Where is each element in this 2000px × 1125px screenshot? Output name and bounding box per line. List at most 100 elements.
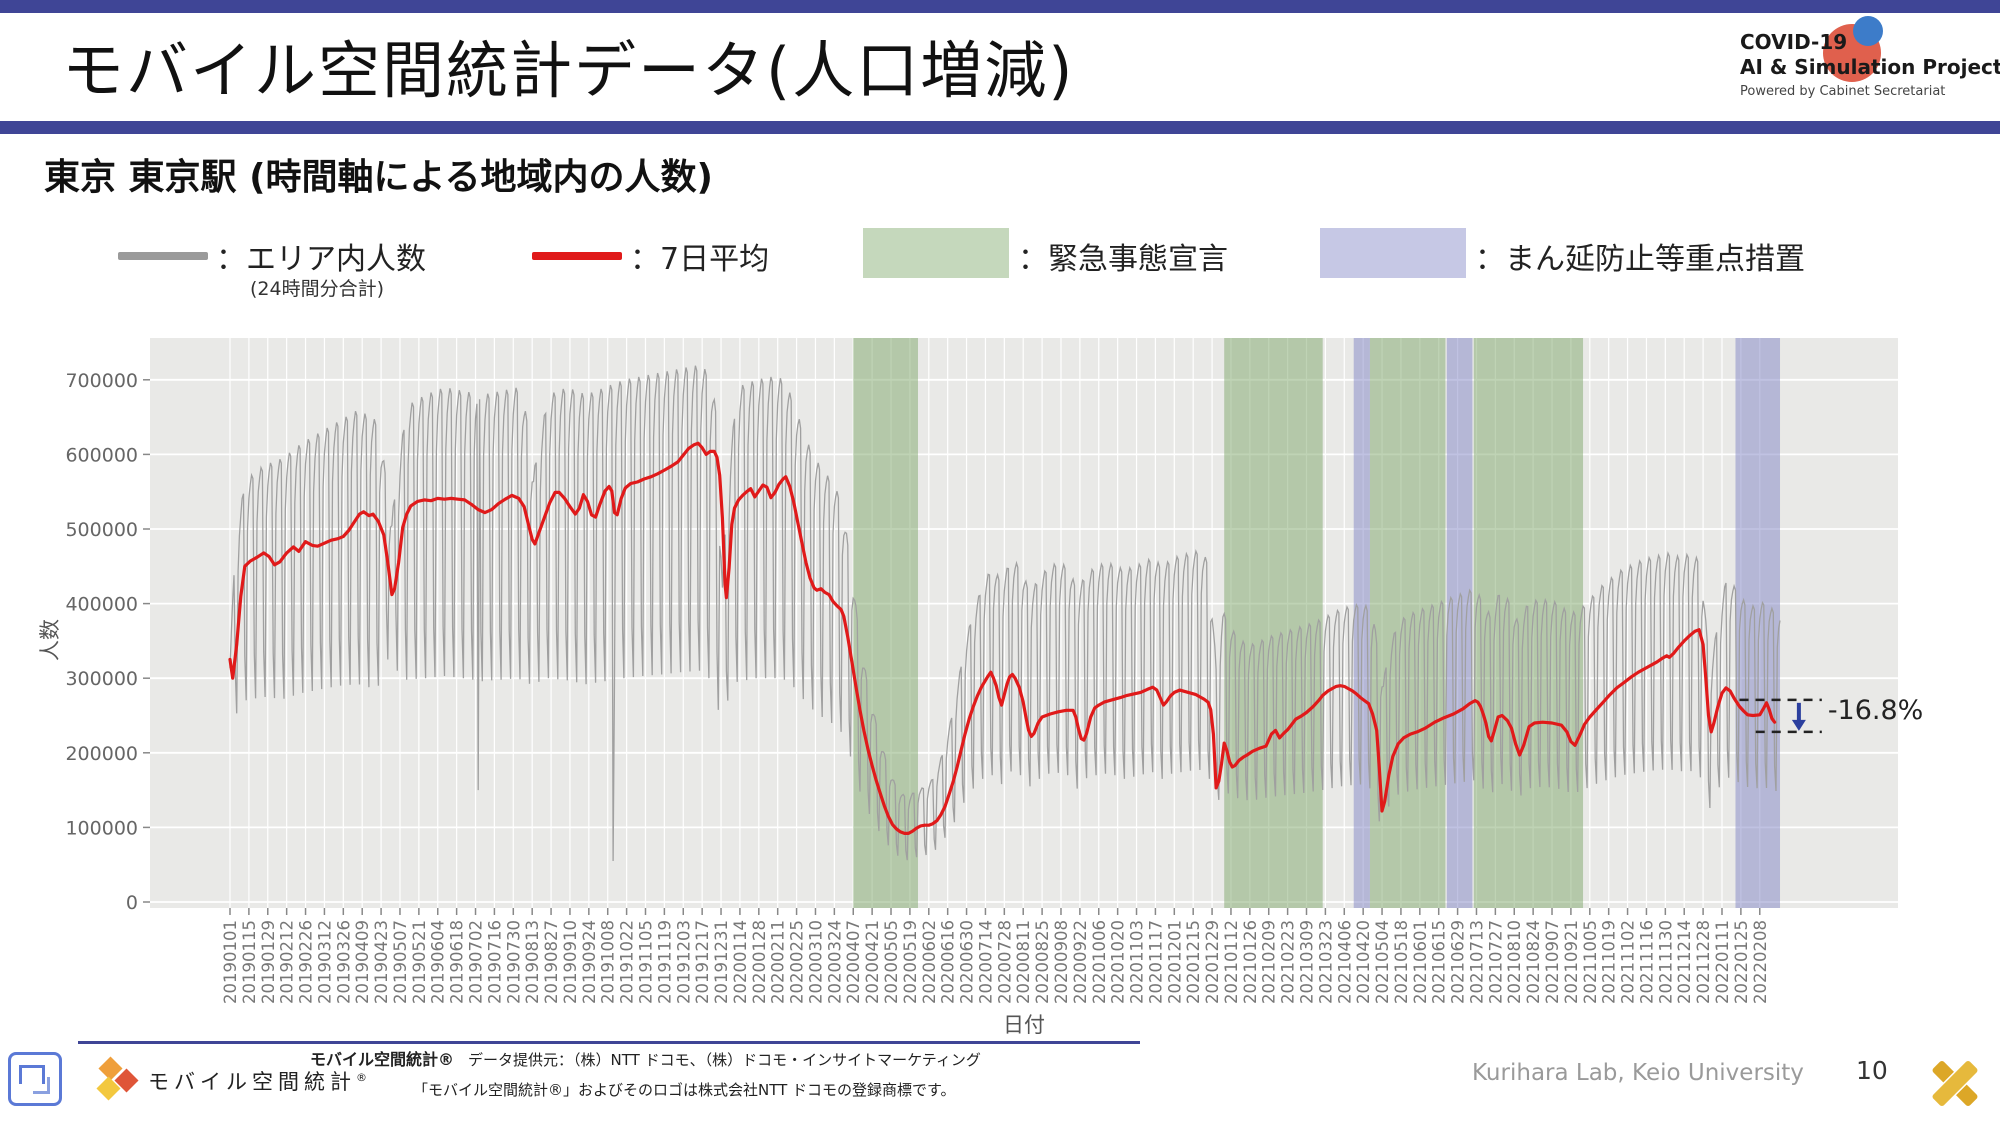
svg-text:20211116: 20211116 bbox=[1637, 920, 1656, 1004]
footer-keio-x-logo bbox=[1926, 1056, 1984, 1112]
svg-text:20211228: 20211228 bbox=[1694, 920, 1713, 1004]
svg-text:20210907: 20210907 bbox=[1543, 920, 1562, 1004]
chart-subtitle: 東京 東京駅 (時間軸による地域内の人数) bbox=[44, 157, 713, 198]
svg-text:20190521: 20190521 bbox=[410, 920, 429, 1004]
svg-text:20210615: 20210615 bbox=[1430, 920, 1449, 1004]
svg-text:200000: 200000 bbox=[65, 743, 138, 765]
svg-text:20210126: 20210126 bbox=[1241, 920, 1260, 1004]
svg-text:20211130: 20211130 bbox=[1656, 920, 1675, 1004]
svg-text:20210309: 20210309 bbox=[1298, 920, 1317, 1004]
svg-text:20210518: 20210518 bbox=[1392, 920, 1411, 1004]
svg-text:20220208: 20220208 bbox=[1751, 920, 1770, 1004]
svg-text:20190423: 20190423 bbox=[372, 920, 391, 1004]
svg-text:20211214: 20211214 bbox=[1675, 920, 1694, 1004]
svg-text:700000: 700000 bbox=[65, 370, 138, 392]
svg-text:20200225: 20200225 bbox=[788, 920, 807, 1004]
svg-text:400000: 400000 bbox=[65, 594, 138, 616]
svg-text:20190910: 20190910 bbox=[561, 920, 580, 1004]
svg-text:20210810: 20210810 bbox=[1505, 920, 1524, 1004]
legend-item-emergency-declaration: ：緊急事態宣言 bbox=[863, 226, 1323, 296]
svg-text:20211102: 20211102 bbox=[1619, 920, 1638, 1004]
svg-text:20191217: 20191217 bbox=[693, 920, 712, 1004]
mss-logo-text: モバイル空間統計® bbox=[148, 1070, 372, 1094]
svg-text:500000: 500000 bbox=[65, 519, 138, 541]
svg-text:300000: 300000 bbox=[65, 668, 138, 690]
svg-text:0: 0 bbox=[126, 892, 138, 914]
svg-text:20201103: 20201103 bbox=[1128, 920, 1147, 1004]
footer-ai-logo-glyph2 bbox=[33, 1077, 50, 1094]
svg-text:20191008: 20191008 bbox=[599, 920, 618, 1004]
svg-text:20201006: 20201006 bbox=[1090, 920, 1109, 1004]
priority-measures-band bbox=[1735, 338, 1781, 908]
x-axis-title: 日付 bbox=[1003, 1013, 1045, 1037]
svg-text:20191231: 20191231 bbox=[712, 920, 731, 1004]
svg-text:20201020: 20201020 bbox=[1109, 920, 1128, 1004]
emergency-declaration-band bbox=[1369, 338, 1446, 908]
seven-day-average-line bbox=[228, 441, 1777, 835]
header-bar-under-title bbox=[0, 121, 2000, 134]
svg-text:20191119: 20191119 bbox=[655, 920, 674, 1004]
svg-text:20200324: 20200324 bbox=[825, 920, 844, 1004]
svg-text:20190702: 20190702 bbox=[467, 920, 486, 1004]
svg-text:20190226: 20190226 bbox=[297, 920, 316, 1004]
footer-divider bbox=[78, 1041, 1140, 1044]
svg-text:20201215: 20201215 bbox=[1184, 920, 1203, 1004]
svg-text:600000: 600000 bbox=[65, 444, 138, 466]
svg-text:20190312: 20190312 bbox=[315, 920, 334, 1004]
svg-text:20190813: 20190813 bbox=[523, 920, 542, 1004]
gray-line-swatch-icon bbox=[118, 252, 208, 260]
header-bar-top bbox=[0, 0, 2000, 13]
legend-label-7day-average: ：7日平均 bbox=[630, 242, 770, 277]
covid19-project-logo: COVID-19 AI & Simulation Project Powered… bbox=[1735, 16, 2000, 110]
legend-sublabel-24h-total: (24時間分合計) bbox=[250, 278, 385, 300]
svg-text:20210209: 20210209 bbox=[1260, 920, 1279, 1004]
footer-ai-logo-glyph bbox=[19, 1065, 45, 1084]
footer-ai-logo bbox=[8, 1052, 62, 1106]
priority-measures-band bbox=[1353, 338, 1370, 908]
svg-text:20191203: 20191203 bbox=[674, 920, 693, 1004]
footer-data-provider-note: モバイル空間統計® データ提供元：（株）NTT ドコモ、（株）ドコモ・インサイトマ… bbox=[310, 1046, 981, 1100]
svg-text:20210601: 20210601 bbox=[1411, 920, 1430, 1004]
legend-label-area-population: ：エリア内人数 bbox=[216, 242, 426, 277]
svg-text:20190604: 20190604 bbox=[429, 920, 448, 1004]
svg-text:20210713: 20210713 bbox=[1467, 920, 1486, 1004]
svg-text:20200421: 20200421 bbox=[863, 920, 882, 1004]
footer-lab-credit: Kurihara Lab, Keio University bbox=[1472, 1060, 1804, 1086]
svg-text:20191022: 20191022 bbox=[618, 920, 637, 1004]
project-logo-line3: Powered by Cabinet Secretariat bbox=[1740, 84, 1946, 99]
purple-band-swatch-icon bbox=[1320, 228, 1466, 278]
svg-text:20200922: 20200922 bbox=[1071, 920, 1090, 1004]
svg-text:20200630: 20200630 bbox=[958, 920, 977, 1004]
y-grid-and-labels: 0 100000 200000 300000 400000 500000 600000 700… bbox=[65, 370, 1898, 914]
svg-text:20190618: 20190618 bbox=[448, 920, 467, 1004]
svg-text:20190409: 20190409 bbox=[353, 920, 372, 1004]
svg-text:20201201: 20201201 bbox=[1165, 920, 1184, 1004]
svg-text:100000: 100000 bbox=[65, 817, 138, 839]
project-logo-line1: COVID-19 bbox=[1740, 30, 1848, 54]
svg-text:20200310: 20200310 bbox=[806, 920, 825, 1004]
svg-text:20210223: 20210223 bbox=[1279, 920, 1298, 1004]
footer-note-provider: データ提供元：（株）NTT ドコモ、（株）ドコモ・インサイトマーケティング bbox=[468, 1051, 981, 1069]
area-population-daily-line bbox=[229, 365, 1781, 862]
page-title: モバイル空間統計データ(人口増減) bbox=[62, 34, 1075, 107]
x-grid-and-labels: 20190101 20190115 20190129 20190212 20190226… bbox=[221, 338, 1770, 1004]
svg-text:20191105: 20191105 bbox=[636, 920, 655, 1004]
footer-note-trademark: 「モバイル空間統計®」およびそのロゴは株式会社NTT ドコモの登録商標です。 bbox=[413, 1081, 956, 1099]
svg-text:20210504: 20210504 bbox=[1373, 920, 1392, 1004]
priority-measures-band bbox=[1446, 338, 1473, 908]
svg-text:20190827: 20190827 bbox=[542, 920, 561, 1004]
svg-text:20200505: 20200505 bbox=[882, 920, 901, 1004]
svg-text:20210727: 20210727 bbox=[1486, 920, 1505, 1004]
svg-text:20190212: 20190212 bbox=[278, 920, 297, 1004]
svg-text:20190101: 20190101 bbox=[221, 920, 240, 1004]
svg-text:20210629: 20210629 bbox=[1449, 920, 1468, 1004]
svg-text:20210323: 20210323 bbox=[1316, 920, 1335, 1004]
svg-text:20210420: 20210420 bbox=[1354, 920, 1373, 1004]
svg-text:20200602: 20200602 bbox=[920, 920, 939, 1004]
legend-item-priority-measures: ：まん延防止等重点措置 bbox=[1320, 226, 1920, 296]
emergency-declaration-band bbox=[1224, 338, 1323, 908]
svg-text:20210406: 20210406 bbox=[1335, 920, 1354, 1004]
svg-text:20200825: 20200825 bbox=[1033, 920, 1052, 1004]
y-axis-title: 人数 bbox=[38, 619, 62, 661]
